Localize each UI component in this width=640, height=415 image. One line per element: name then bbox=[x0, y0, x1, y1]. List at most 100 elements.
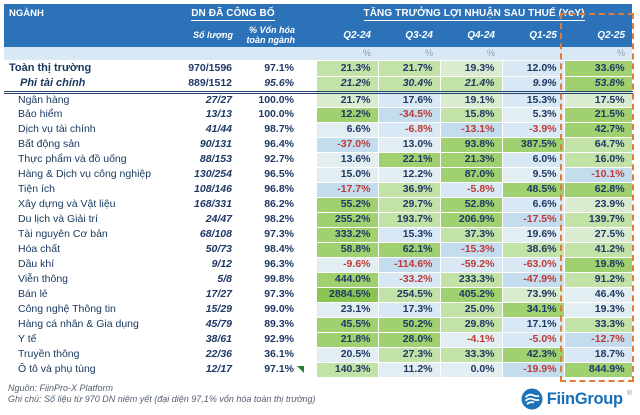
table-row: Hàng cá nhân & Gia dụng 45/79 89.3% 45.5… bbox=[4, 316, 633, 333]
table-row: Xây dựng và Vật liệu 168/331 86.2% 55.2%… bbox=[4, 196, 633, 213]
published-count: 168/331 bbox=[194, 198, 232, 210]
growth-cell: -9.6% bbox=[315, 256, 379, 273]
growth-cell: 17.5% bbox=[563, 91, 633, 108]
market-cap-pct: 95.6% bbox=[240, 76, 302, 94]
growth-cell: 64.7% bbox=[563, 136, 633, 153]
growth-cell: 140.3% bbox=[315, 361, 379, 378]
growth-cell: 42.7% bbox=[563, 121, 633, 138]
growth-cell: 23.1% bbox=[315, 301, 379, 318]
sector-name: Xây dựng và Vật liệu bbox=[18, 198, 116, 210]
growth-cell: 17.1% bbox=[501, 316, 565, 333]
published-count: 90/131 bbox=[199, 138, 232, 150]
column-spacer bbox=[302, 227, 316, 242]
growth-cell: 193.7% bbox=[377, 211, 441, 228]
growth-cell: 255.2% bbox=[315, 211, 379, 228]
growth-cell: -17.5% bbox=[501, 211, 565, 228]
growth-cell: 254.5% bbox=[377, 286, 441, 303]
growth-cell: 18.7% bbox=[563, 346, 633, 363]
column-spacer bbox=[302, 182, 316, 197]
sector-name: Phi tài chính bbox=[4, 76, 164, 94]
growth-cell: -59.2% bbox=[439, 256, 503, 273]
growth-cell: -12.7% bbox=[563, 331, 633, 348]
growth-cell: 12.2% bbox=[377, 166, 441, 183]
growth-cell: 93.8% bbox=[439, 136, 503, 153]
column-spacer bbox=[302, 76, 316, 94]
table-row: Hàng & Dịch vụ công nghiệp 130/254 96.5%… bbox=[4, 166, 633, 183]
published-count: 130/254 bbox=[194, 168, 232, 180]
column-spacer bbox=[302, 272, 316, 287]
table-row: Công nghệ Thông tin 15/29 99.0% 23.1% 17.… bbox=[4, 301, 633, 318]
published-count: 15/29 bbox=[205, 303, 232, 315]
published-count: 24/47 bbox=[205, 213, 232, 225]
growth-cell: 21.7% bbox=[315, 91, 379, 108]
growth-cell: -37.0% bbox=[315, 136, 379, 153]
column-spacer bbox=[302, 287, 316, 302]
growth-cell: 53.8% bbox=[563, 75, 633, 94]
sector-name: Bán lẻ bbox=[18, 288, 48, 300]
growth-cell: 20.5% bbox=[315, 346, 379, 363]
growth-cell: 17.3% bbox=[377, 301, 441, 318]
table-row: Tài nguyên Cơ bản 68/108 97.3% 333.2% 15.… bbox=[4, 226, 633, 243]
market-cap-pct: 99.0% bbox=[264, 303, 294, 315]
growth-cell: 28.0% bbox=[377, 331, 441, 348]
growth-cell: 206.9% bbox=[439, 211, 503, 228]
column-spacer bbox=[302, 257, 316, 272]
growth-cell: 9.9% bbox=[501, 75, 565, 94]
market-cap-pct: 86.2% bbox=[264, 198, 294, 210]
growth-cell: 73.9% bbox=[501, 286, 565, 303]
column-header-so-luong: Số lượng bbox=[164, 23, 240, 47]
growth-cell: 15.3% bbox=[501, 91, 565, 108]
summary-row: Phi tài chính 889/1512 95.6% 21.2% 30.4% 2… bbox=[4, 75, 633, 94]
growth-cell: 2884.5% bbox=[315, 286, 379, 303]
table-row: Dịch vụ tài chính 41/44 98.7% 6.6% -6.8% -… bbox=[4, 121, 633, 138]
table-row: Bảo hiểm 13/13 100.0% 12.2% -34.5% 15.8% 5.… bbox=[4, 106, 633, 123]
growth-cell: 19.1% bbox=[439, 91, 503, 108]
growth-cell: 6.6% bbox=[315, 121, 379, 138]
header-spacer bbox=[302, 4, 316, 23]
growth-cell: 52.8% bbox=[439, 196, 503, 213]
table-row: Truyền thông 22/36 36.1% 20.5% 27.3% 33.3%… bbox=[4, 346, 633, 363]
growth-cell: 21.7% bbox=[377, 59, 441, 77]
growth-cell: 15.8% bbox=[439, 106, 503, 123]
growth-cell: 11.2% bbox=[377, 361, 441, 378]
market-cap-pct: 99.8% bbox=[264, 273, 294, 285]
registered-mark: ® bbox=[626, 389, 632, 397]
market-cap-pct: 98.4% bbox=[264, 243, 294, 255]
published-count: 45/79 bbox=[205, 318, 232, 330]
column-spacer bbox=[302, 332, 316, 347]
published-count: 889/1512 bbox=[164, 76, 240, 94]
table-row: Y tế 38/61 92.9% 21.8% 28.0% -4.1% -5.0% -12… bbox=[4, 331, 633, 348]
summary-row: Toàn thị trường 970/1596 97.1% 21.3% 21.7… bbox=[4, 59, 633, 77]
column-spacer bbox=[302, 347, 316, 362]
published-count: 5/8 bbox=[217, 273, 232, 285]
growth-cell: -19.9% bbox=[501, 361, 565, 378]
growth-cell: -47.9% bbox=[501, 271, 565, 288]
unit-cell: % bbox=[378, 47, 440, 60]
growth-cell: 33.6% bbox=[563, 59, 633, 77]
published-count: 22/36 bbox=[205, 348, 232, 360]
growth-cell: 17.6% bbox=[377, 91, 441, 108]
growth-cell: 23.9% bbox=[563, 196, 633, 213]
fiingroup-logo-icon bbox=[521, 388, 543, 410]
sector-name: Tài nguyên Cơ bản bbox=[18, 228, 108, 240]
growth-cell: 19.3% bbox=[439, 59, 503, 77]
quarter-header: Q2-24 bbox=[316, 23, 378, 47]
market-cap-pct: 100.0% bbox=[258, 108, 294, 120]
unit-cell: % bbox=[316, 47, 378, 60]
table-row: Viễn thông 5/8 99.8% 444.0% -33.2% 233.3% -… bbox=[4, 271, 633, 288]
growth-cell: 62.8% bbox=[563, 181, 633, 198]
column-spacer bbox=[302, 197, 316, 212]
growth-cell: -33.2% bbox=[377, 271, 441, 288]
unit-cell: % bbox=[564, 47, 633, 60]
growth-cell: 91.2% bbox=[563, 271, 633, 288]
growth-cell: 22.1% bbox=[377, 151, 441, 168]
column-header-von-hoa: % Vốn hóa toàn ngành bbox=[240, 23, 302, 47]
table-row: Ô tô và phụ tùng 12/17 97.1% 140.3% 11.2%… bbox=[4, 361, 633, 378]
fiingroup-wordmark: FiinGroup bbox=[546, 389, 623, 408]
published-count: 38/61 bbox=[205, 333, 232, 345]
growth-cell: 38.6% bbox=[501, 241, 565, 258]
column-spacer bbox=[302, 167, 316, 182]
sector-name: Tiện ích bbox=[18, 183, 55, 195]
market-cap-pct: 96.3% bbox=[264, 258, 294, 270]
